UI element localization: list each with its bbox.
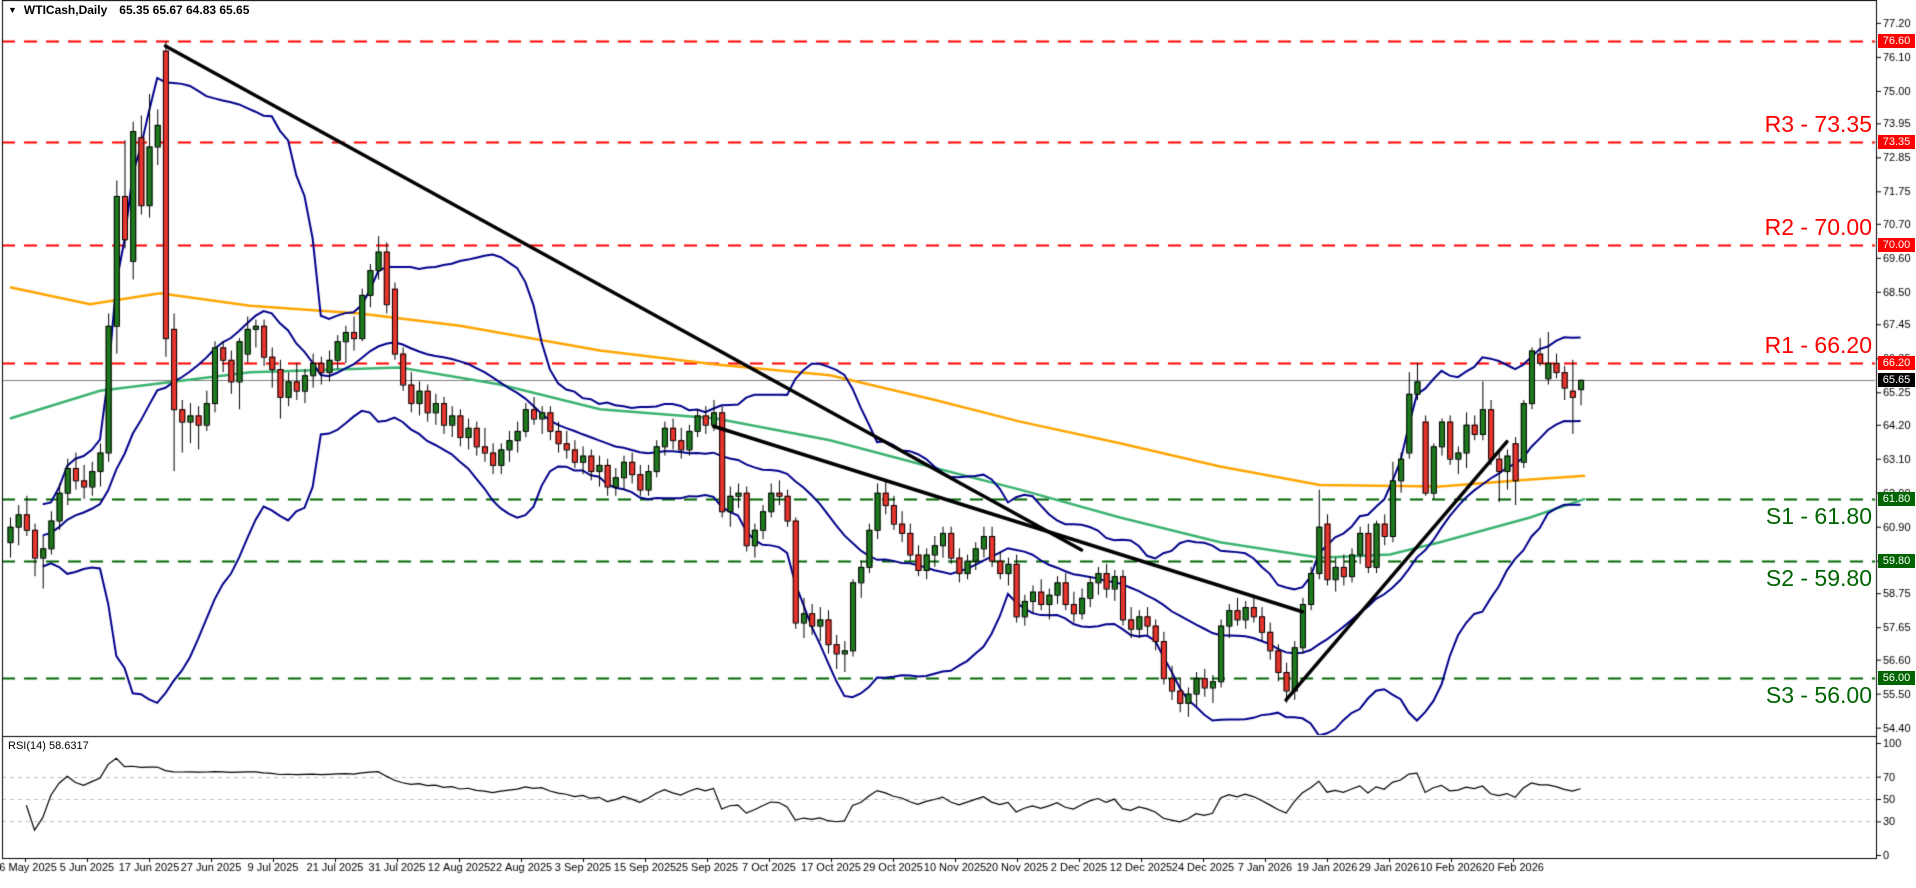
level-label-r3: R3 - 73.35	[1764, 110, 1872, 137]
current-price-badge: 65.65	[1878, 372, 1915, 387]
chart-title-bar: ▼ WTICash,Daily 65.35 65.67 64.83 65.65	[8, 3, 249, 17]
price-badge-res-7660: 76.60	[1878, 34, 1915, 49]
level-label-s3: S3 - 56.00	[1765, 682, 1872, 709]
level-label-r1: R1 - 66.20	[1764, 331, 1872, 358]
symbol-title: WTICash,Daily	[23, 3, 108, 17]
symbol-dropdown-icon[interactable]: ▼	[8, 5, 17, 15]
rsi-indicator-label: RSI(14) 58.6317	[8, 740, 89, 752]
price-badge-s2: 59.80	[1878, 553, 1915, 568]
price-badge-s1: 61.80	[1878, 491, 1915, 506]
price-badge-r2: 70.00	[1878, 238, 1915, 253]
ohlc-quote: 65.35 65.67 64.83 65.65	[119, 3, 250, 17]
level-label-r2: R2 - 70.00	[1764, 214, 1872, 241]
price-badge-r3: 73.35	[1878, 134, 1915, 149]
level-label-s2: S2 - 59.80	[1765, 564, 1872, 591]
price-badge-s3: 56.00	[1878, 671, 1915, 686]
level-label-s1: S1 - 61.80	[1765, 502, 1872, 529]
price-badge-r1: 66.20	[1878, 355, 1915, 370]
